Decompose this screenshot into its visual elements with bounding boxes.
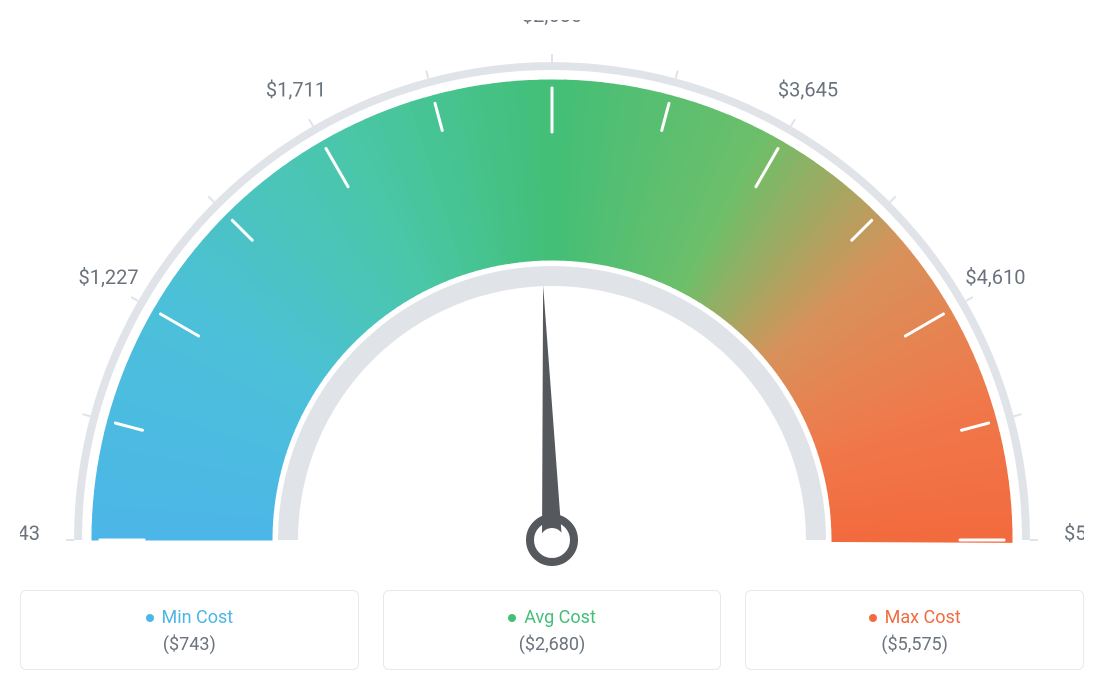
tick-label: $4,610 [965,265,1025,289]
gauge-svg: $743 $1,227 $1,711 $2,680 $3,645 $4,610 $5,575 [20,20,1084,580]
legend-title-row: Max Cost [758,607,1071,628]
legend-card-avg: Avg Cost ($2,680) [383,590,722,670]
gauge-chart: $743 $1,227 $1,711 $2,680 $3,645 $4,610 $5,575 [20,20,1084,580]
legend-title-row: Min Cost [33,607,346,628]
legend-title: Max Cost [885,607,961,628]
legend-row: Min Cost ($743) Avg Cost ($2,680) Max Cost ($… [20,590,1084,670]
legend-card-max: Max Cost ($5,575) [745,590,1084,670]
bullet-icon [146,614,154,622]
bullet-icon [508,614,516,622]
legend-value: ($743) [33,634,346,655]
tick-label: $1,711 [266,78,326,102]
legend-title: Min Cost [162,607,234,628]
legend-value: ($5,575) [758,634,1071,655]
legend-title: Avg Cost [524,607,596,628]
tick-label: $3,645 [778,78,838,102]
tick-label: $5,575 [1064,521,1084,545]
legend-card-min: Min Cost ($743) [20,590,359,670]
legend-value: ($2,680) [396,634,709,655]
cost-gauge-widget: $743 $1,227 $1,711 $2,680 $3,645 $4,610 $5,575… [20,20,1084,670]
needle-hub-inner [540,528,564,552]
tick-label: $1,227 [79,265,139,289]
needle [542,285,562,540]
bullet-icon [869,614,877,622]
legend-title-row: Avg Cost [396,607,709,628]
tick-label: $2,680 [522,20,582,27]
tick-label: $743 [20,521,40,545]
